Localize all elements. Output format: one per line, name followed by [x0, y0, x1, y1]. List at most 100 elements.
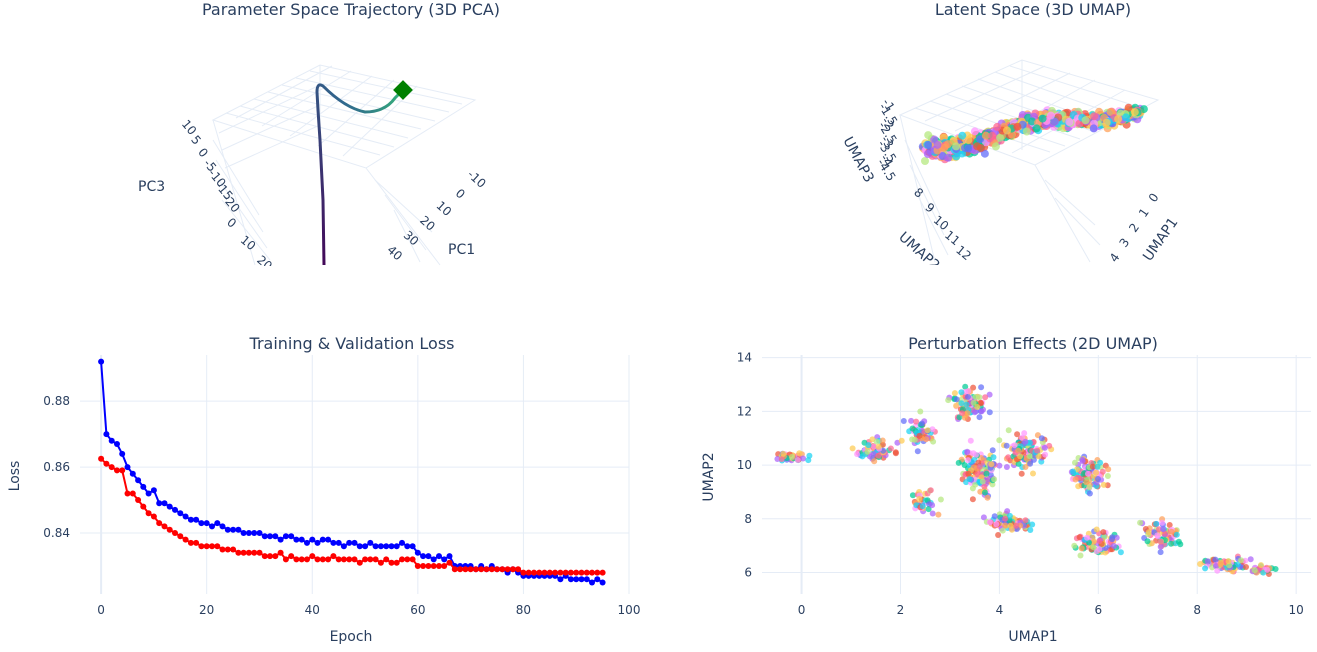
loss-series-2-point — [425, 563, 432, 569]
umap-point — [959, 410, 966, 417]
loss-series-2-point — [288, 553, 295, 560]
umap-point — [1217, 561, 1224, 568]
umap-point — [1166, 522, 1173, 528]
loss-series-1-point — [346, 539, 353, 546]
loss-series-2-point — [340, 556, 347, 563]
loss-series-2-point — [451, 566, 458, 573]
loss-series-1-point — [187, 516, 194, 523]
umap-point — [1096, 538, 1103, 544]
umap-point — [1258, 562, 1264, 569]
umap-point — [925, 506, 932, 513]
latent-point — [924, 131, 933, 140]
loss-series-1-point — [177, 510, 184, 517]
loss-series-2-point — [446, 559, 453, 566]
latent-point — [1130, 108, 1139, 117]
latent-point — [1124, 103, 1133, 112]
loss-series-1-point — [135, 477, 142, 484]
loss-series-1-point — [261, 533, 268, 540]
latent-point — [923, 150, 932, 158]
loss-series-2-point — [599, 569, 606, 576]
loss-series-1-point — [557, 576, 564, 583]
umap-point — [774, 456, 781, 462]
latent-point — [1013, 122, 1022, 131]
umap-point — [964, 410, 971, 417]
loss-series-1-line — [100, 361, 604, 584]
umap-point — [1117, 549, 1124, 556]
latent-point — [933, 140, 942, 149]
loss-series-1-point — [282, 533, 289, 540]
umap-point — [953, 402, 960, 409]
loss-series-2-point — [356, 559, 363, 566]
umap-point — [982, 489, 988, 496]
umap-point — [1100, 529, 1107, 536]
umap-point — [908, 417, 915, 424]
umap-point — [978, 400, 984, 407]
loss-series-2-point — [240, 549, 247, 556]
latent-point — [1081, 116, 1090, 125]
loss-series-1-point — [267, 533, 273, 540]
loss-series-1-point — [251, 530, 258, 536]
loss-series-1-point — [277, 536, 284, 543]
umap-point — [981, 483, 988, 490]
loss-series-2-point — [161, 523, 168, 530]
latent-umap-panel: Latent Space (3D UMAP) -1-1.5-2-2.5-3-3.… — [820, 0, 1220, 275]
loss-series-2-point — [367, 556, 374, 563]
loss-series-1-point — [335, 539, 342, 546]
latent-x-tick-label: 2 — [1126, 221, 1142, 235]
loss-series-2-point — [182, 536, 189, 543]
umap-point — [1145, 529, 1152, 536]
umap-point — [1157, 549, 1164, 556]
umap-point — [1272, 566, 1279, 572]
loss-series-1-point — [214, 520, 221, 527]
umap-point — [1264, 566, 1271, 573]
umap-point — [1093, 469, 1100, 476]
pca-x-tick-label: 40 — [384, 243, 405, 264]
loss-series-1-point — [182, 513, 189, 520]
loss-series-1-point — [108, 437, 115, 444]
pca-x-tick-label: 30 — [401, 228, 422, 249]
loss-series-1-point — [367, 539, 374, 546]
loss-series-2-point — [488, 566, 495, 573]
pca-trajectory-line — [315, 83, 405, 266]
umap-point — [973, 451, 979, 458]
umap-point — [1007, 522, 1014, 529]
latent-point — [1038, 114, 1047, 123]
umap-point — [1104, 473, 1111, 479]
umap-point — [871, 458, 878, 465]
umap-point — [964, 448, 971, 455]
umap-point — [1027, 460, 1034, 467]
latent-point — [964, 136, 973, 145]
loss-series-1-point — [377, 543, 384, 550]
loss-series-1-point — [293, 536, 300, 543]
latent-point — [991, 142, 1000, 151]
umap-point — [1144, 538, 1151, 545]
loss-series-2-point — [472, 566, 479, 573]
perturbation-panel: Perturbation Effects (2D UMAP) 0 2 4 6 8 10 6… — [701, 334, 1311, 645]
latent-y-tick-label: 12 — [953, 243, 974, 264]
umap-x-tick-label: 2 — [897, 603, 905, 617]
umap-y-tick-label: 14 — [737, 351, 752, 365]
loss-series-1-point — [119, 450, 126, 457]
loss-series-2-point — [135, 497, 142, 503]
loss-series-1-point — [272, 533, 279, 540]
loss-series-2-point — [457, 566, 464, 573]
loss-series-1-point — [583, 576, 590, 583]
loss-series-1-point — [298, 536, 305, 543]
latent-point — [933, 146, 942, 155]
umap-point — [958, 400, 965, 407]
umap-point — [1011, 442, 1018, 449]
umap-point — [965, 470, 972, 477]
umap-point — [1005, 454, 1012, 461]
umap-point — [870, 443, 877, 450]
umap-point — [1072, 476, 1079, 483]
latent-x-tick-label: 4 — [1107, 251, 1123, 265]
loss-series-2-point — [578, 569, 585, 576]
umap-point — [1084, 534, 1090, 541]
umap-point — [978, 384, 985, 391]
umap-point — [805, 457, 812, 464]
umap-point — [1085, 470, 1091, 477]
umap-point — [1035, 453, 1042, 460]
latent-point — [1106, 108, 1115, 116]
loss-series-1-point — [425, 553, 432, 560]
loss-series-2-point — [467, 566, 474, 573]
